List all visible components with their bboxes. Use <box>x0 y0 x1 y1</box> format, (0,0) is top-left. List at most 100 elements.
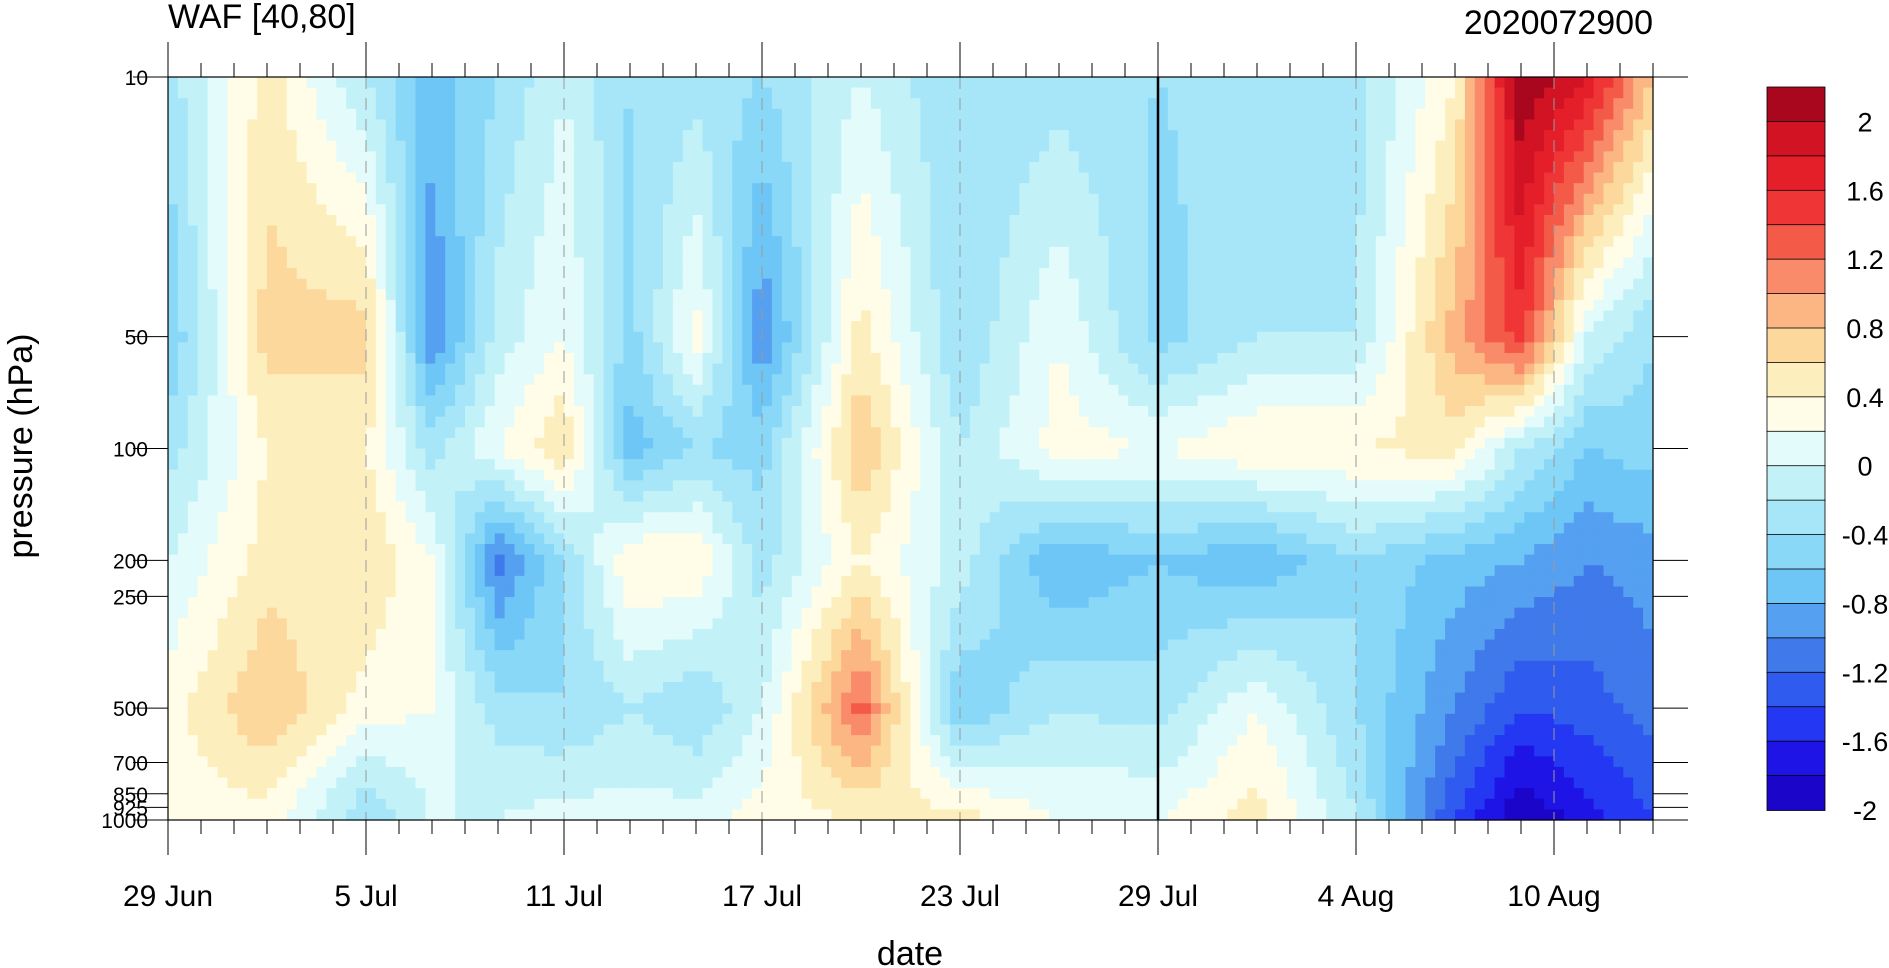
field-cell <box>306 310 318 322</box>
field-cell <box>593 469 605 481</box>
field-cell <box>356 321 367 333</box>
field-cell <box>257 289 268 301</box>
field-cell <box>544 310 555 322</box>
field-cell <box>366 193 377 205</box>
field-cell <box>306 544 318 556</box>
field-cell <box>564 77 575 89</box>
field-cell <box>573 628 585 641</box>
field-cell <box>672 565 684 577</box>
field-cell <box>722 650 733 662</box>
field-cell <box>732 501 743 513</box>
field-cell <box>672 703 684 715</box>
field-cell <box>465 766 476 779</box>
field-cell <box>306 745 318 757</box>
field-cell <box>276 416 288 428</box>
field-cell <box>583 193 595 205</box>
field-cell <box>168 98 179 110</box>
field-cell <box>267 140 278 152</box>
field-cell <box>752 236 763 248</box>
field-cell <box>425 406 436 418</box>
field-cell <box>247 183 258 195</box>
field-cell <box>554 469 565 481</box>
field-cell <box>395 363 407 375</box>
field-cell <box>554 597 565 609</box>
field-cell <box>366 257 377 269</box>
field-cell <box>356 469 367 481</box>
field-cell <box>197 703 209 715</box>
field-cell <box>375 204 387 216</box>
field-cell <box>603 310 615 322</box>
field-cell <box>870 289 882 301</box>
field-cell <box>455 427 466 439</box>
field-cell <box>168 384 179 397</box>
field-cell <box>286 321 298 333</box>
field-cell <box>257 777 268 789</box>
field-cell <box>356 724 367 736</box>
field-cell <box>306 363 318 375</box>
field-cell <box>306 628 318 641</box>
field-cell <box>841 798 852 810</box>
field-cell <box>385 395 397 407</box>
field-cell <box>841 597 852 609</box>
field-cell <box>613 671 624 683</box>
field-cell <box>504 183 516 195</box>
field-cell <box>573 108 585 121</box>
field-cell <box>504 437 516 450</box>
field-cell <box>643 321 654 333</box>
field-cell <box>851 321 862 333</box>
field-cell <box>554 384 565 397</box>
field-cell <box>682 257 694 269</box>
field-cell <box>316 193 327 205</box>
field-cell <box>692 512 704 524</box>
field-cell <box>524 809 535 821</box>
field-cell <box>712 671 723 683</box>
field-cell <box>207 639 219 651</box>
field-cell <box>504 406 516 418</box>
field-cell <box>851 682 862 694</box>
field-cell <box>554 639 565 651</box>
field-cell <box>811 310 822 322</box>
field-cell <box>494 427 506 439</box>
field-cell <box>465 469 476 481</box>
field-cell <box>861 87 872 99</box>
field-cell <box>732 236 743 248</box>
field-cell <box>187 342 199 354</box>
field-cell <box>524 639 535 651</box>
field-cell <box>276 809 288 821</box>
field-cell <box>781 809 793 821</box>
field-cell <box>742 140 753 152</box>
field-cell <box>722 342 733 354</box>
field-cell <box>573 554 585 566</box>
field-cell <box>752 437 763 450</box>
field-cell <box>682 501 694 513</box>
field-cell <box>643 522 654 535</box>
field-cell <box>732 459 743 471</box>
field-cell <box>653 501 664 513</box>
field-cell <box>465 77 476 89</box>
field-cell <box>445 554 456 566</box>
field-cell <box>465 246 476 259</box>
field-cell <box>851 172 862 184</box>
field-cell <box>484 161 496 174</box>
field-cell <box>455 352 466 365</box>
field-cell <box>613 692 624 704</box>
field-cell <box>633 299 644 312</box>
field-cell <box>732 352 743 365</box>
field-cell <box>177 119 189 131</box>
field-cell <box>841 745 852 757</box>
field-cell <box>524 735 535 747</box>
field-cell <box>801 607 813 619</box>
field-cell <box>712 151 723 163</box>
field-cell <box>465 161 476 174</box>
field-cell <box>306 522 318 535</box>
field-cell <box>207 321 219 333</box>
field-cell <box>316 756 327 768</box>
field-cell <box>544 236 555 248</box>
field-cell <box>484 480 496 492</box>
field-cell <box>712 490 723 503</box>
field-cell <box>177 87 189 99</box>
field-cell <box>326 650 337 662</box>
field-cell <box>316 703 327 715</box>
field-cell <box>633 289 644 301</box>
field-cell <box>692 342 704 354</box>
